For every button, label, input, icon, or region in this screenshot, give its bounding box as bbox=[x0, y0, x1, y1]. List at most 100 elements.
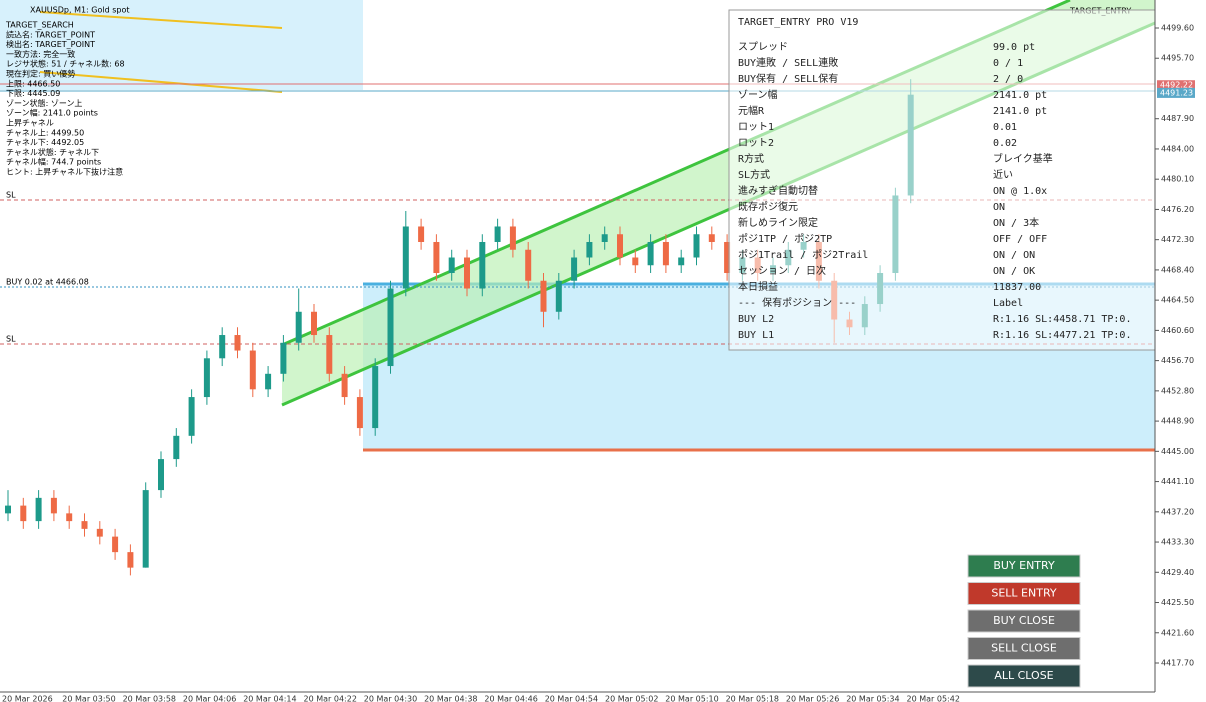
button[interactable] bbox=[967, 554, 1081, 578]
ask-tag bbox=[1157, 80, 1195, 91]
panel-value: 2141.0 pt bbox=[993, 106, 1047, 117]
panel-value: ON @ 1.0x bbox=[993, 186, 1047, 197]
time-label: 20 Mar 04:22 bbox=[304, 695, 357, 702]
candle-body bbox=[50, 497, 57, 514]
info-line: 一致方法: 完全一致 bbox=[6, 49, 75, 59]
panel-value: Label bbox=[993, 298, 1023, 309]
price-label: 4456.70 bbox=[1161, 356, 1194, 365]
candle-body bbox=[693, 234, 700, 258]
panel bbox=[728, 9, 1156, 351]
price-label: 4484.00 bbox=[1161, 144, 1194, 153]
panel-label: ロット1 bbox=[738, 122, 774, 133]
panel-title: TARGET_ENTRY PRO V19 bbox=[738, 17, 858, 28]
candle-body bbox=[402, 226, 409, 289]
panel-value: 0.02 bbox=[993, 138, 1017, 149]
candle-body bbox=[265, 373, 272, 390]
button-label[interactable]: BUY CLOSE bbox=[993, 614, 1055, 627]
panel-value: ON / ON bbox=[993, 250, 1035, 261]
panel-label: BUY保有 / SELL保有 bbox=[738, 72, 838, 85]
panel-label: ロット2 bbox=[738, 138, 774, 149]
button[interactable] bbox=[967, 609, 1081, 633]
candle-body bbox=[555, 280, 562, 312]
time-label: 20 Mar 04:54 bbox=[545, 695, 598, 702]
button[interactable] bbox=[967, 582, 1081, 605]
candle-body bbox=[295, 311, 302, 343]
panel-value: 2141.0 pt bbox=[993, 90, 1047, 101]
time-label: 20 Mar 04:46 bbox=[484, 695, 537, 702]
panel-label: --- 保有ポジション --- bbox=[738, 296, 856, 309]
time-label: 20 Mar 04:38 bbox=[424, 695, 477, 702]
price-label: 4417.70 bbox=[1161, 659, 1194, 668]
panel-label: 進みすぎ自動切替 bbox=[738, 184, 818, 197]
price-label: 4448.90 bbox=[1161, 417, 1194, 426]
button[interactable] bbox=[967, 664, 1081, 688]
info-line: ゾーン状態: ゾーン上 bbox=[6, 98, 82, 108]
candle-body bbox=[66, 513, 73, 522]
price-label: 4445.00 bbox=[1161, 447, 1194, 456]
panel-label: 既存ポジ復元 bbox=[738, 200, 798, 213]
candle-body bbox=[372, 366, 379, 429]
buy-label: BUY 0.02 at 4466.08 bbox=[6, 278, 89, 287]
panel-value: R:1.16 SL:4477.21 TP:0. bbox=[993, 330, 1131, 341]
price-label: 4433.30 bbox=[1161, 538, 1194, 547]
panel-value: 0 / 1 bbox=[993, 58, 1023, 69]
price-label: 4429.40 bbox=[1161, 568, 1194, 577]
info-line: チャネル状態: チャネル下 bbox=[6, 147, 99, 157]
time-label: 20 Mar 04:06 bbox=[183, 695, 236, 702]
candle-body bbox=[112, 536, 119, 553]
candle-body bbox=[525, 249, 532, 281]
time-label: 20 Mar 04:14 bbox=[243, 695, 296, 702]
panel-value: 11837.00 bbox=[993, 282, 1041, 293]
info-line: 上昇チャネル bbox=[6, 119, 54, 128]
sl-label: SL bbox=[6, 335, 16, 344]
panel-value: 近い bbox=[993, 168, 1013, 181]
button-label[interactable]: SELL ENTRY bbox=[991, 587, 1057, 600]
time-label: 20 Mar 05:26 bbox=[786, 695, 839, 702]
time-label: 20 Mar 03:58 bbox=[123, 695, 176, 702]
info-line: 上限: 4466.50 bbox=[6, 79, 60, 88]
price-label: 4472.30 bbox=[1161, 235, 1194, 244]
price-label: 4468.40 bbox=[1161, 265, 1194, 274]
panel-value: OFF / OFF bbox=[993, 234, 1047, 245]
panel-label: BUY L1 bbox=[738, 330, 774, 341]
candle-body bbox=[341, 373, 348, 398]
panel-label: R方式 bbox=[738, 152, 764, 165]
price-label: 4476.20 bbox=[1161, 205, 1194, 214]
candle-body bbox=[188, 397, 195, 436]
time-label: 20 Mar 05:34 bbox=[846, 695, 899, 702]
time-label: 20 Mar 2026 bbox=[2, 695, 53, 702]
candle-body bbox=[387, 288, 394, 367]
panel-value: ブレイク基準 bbox=[993, 152, 1053, 165]
time-label: 20 Mar 05:42 bbox=[907, 695, 960, 702]
candle-body bbox=[662, 241, 669, 266]
button-label[interactable]: ALL CLOSE bbox=[994, 669, 1053, 682]
candle-body bbox=[219, 335, 226, 359]
panel-label: SL方式 bbox=[738, 168, 770, 181]
candle-body bbox=[158, 459, 164, 491]
bid-label: 4491.23 bbox=[1160, 88, 1193, 97]
candle-body bbox=[601, 234, 608, 242]
info-line: TARGET_SEARCH bbox=[5, 21, 74, 30]
yellow-line bbox=[39, 71, 283, 93]
candle-body bbox=[509, 226, 516, 250]
price-label: 4460.60 bbox=[1161, 326, 1194, 335]
info-line: 検出名: TARGET_POINT bbox=[6, 39, 95, 49]
panel-value: R:1.16 SL:4458.71 TP:0. bbox=[993, 314, 1131, 325]
panel-value: 0.01 bbox=[993, 122, 1017, 133]
panel-value: 2 / 0 bbox=[993, 74, 1023, 85]
button-label[interactable]: BUY ENTRY bbox=[993, 559, 1055, 572]
info-line: チャネル幅: 744.7 points bbox=[6, 157, 101, 167]
button[interactable] bbox=[967, 637, 1081, 660]
candle-body bbox=[234, 335, 241, 351]
candle-body bbox=[571, 257, 578, 281]
bid-tag bbox=[1157, 87, 1195, 98]
panel-value: ON bbox=[993, 202, 1005, 213]
info-line: 読込名: TARGET_POINT bbox=[6, 29, 95, 39]
button-label[interactable]: SELL CLOSE bbox=[991, 642, 1057, 655]
info-line: チャネル上: 4499.50 bbox=[6, 128, 84, 137]
panel-label: ポジ1TP / ポジ2TP bbox=[738, 233, 832, 245]
candle-body bbox=[173, 435, 180, 460]
panel-label: ポジ1Trail / ポジ2Trail bbox=[738, 249, 868, 261]
ask-label: 4492.22 bbox=[1160, 81, 1193, 90]
candle-body bbox=[540, 280, 547, 312]
